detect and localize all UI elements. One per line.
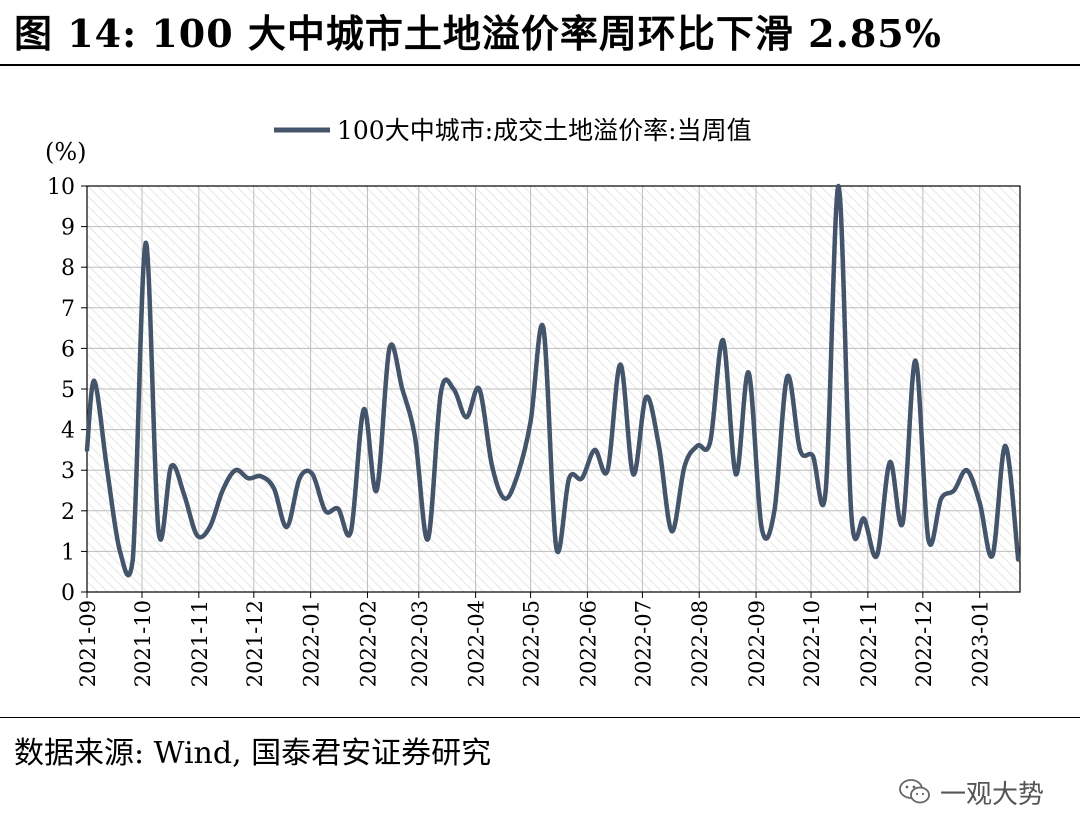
x-tick-label: 2022-10 <box>800 600 824 687</box>
y-tick-label: 7 <box>61 297 75 322</box>
series-line <box>84 183 1021 578</box>
y-tick-label: 5 <box>61 378 75 403</box>
source-rule <box>0 717 1080 718</box>
x-tick-label: 2021-11 <box>188 600 212 687</box>
x-tick-label: 2022-11 <box>857 600 881 687</box>
y-tick-label: 6 <box>61 337 75 362</box>
x-tick-label: 2021-12 <box>243 600 267 687</box>
x-tick-label: 2022-02 <box>356 600 380 687</box>
y-axis-unit-label: (%) <box>45 138 87 166</box>
y-tick-label: 1 <box>61 540 75 565</box>
x-tick-label: 2022-09 <box>745 600 769 687</box>
x-tick-label: 2022-07 <box>631 600 655 687</box>
legend: 100大中城市:成交土地溢价率:当周值 <box>274 116 752 145</box>
y-tick-label: 3 <box>61 459 75 484</box>
figure-title: 图 14: 100 大中城市土地溢价率周环比下滑 2.85% <box>14 11 942 56</box>
y-tick-label: 10 <box>47 175 75 200</box>
watermark-text: 一观大势 <box>940 779 1045 810</box>
y-tick-label: 9 <box>61 216 75 241</box>
x-tick-label: 2022-03 <box>408 600 432 687</box>
x-tick-label: 2023-01 <box>969 600 993 687</box>
x-tick-label: 2022-04 <box>465 600 489 687</box>
x-tick-label: 2022-12 <box>912 600 936 687</box>
x-tick-label: 2022-05 <box>520 600 544 687</box>
x-axis-ticks: 2021-09 2021-10 2021-11 2021-12 2022-01 2022-… <box>76 592 993 687</box>
y-tick-label: 0 <box>61 581 75 606</box>
x-tick-label: 2022-08 <box>688 600 712 687</box>
y-axis-ticks: 0 1 2 3 4 5 6 7 8 9 10 <box>47 175 87 606</box>
wechat-icon <box>899 779 930 804</box>
watermark: 一观大势 <box>898 772 1068 812</box>
x-tick-label: 2022-06 <box>576 600 600 687</box>
x-tick-label: 2021-09 <box>76 600 100 687</box>
source-note: 数据来源: Wind, 国泰君安证券研究 <box>14 736 492 771</box>
legend-label: 100大中城市:成交土地溢价率:当周值 <box>337 116 752 145</box>
y-tick-label: 8 <box>61 256 75 281</box>
title-rule <box>0 64 1080 66</box>
y-tick-label: 4 <box>61 419 75 444</box>
x-tick-label: 2021-10 <box>131 600 155 687</box>
y-tick-label: 2 <box>61 500 75 525</box>
line-chart: 100大中城市:成交土地溢价率:当周值 (%) 0 1 2 3 4 5 6 7 8 9 10 202… <box>45 116 1021 687</box>
x-tick-label: 2022-01 <box>300 600 324 687</box>
